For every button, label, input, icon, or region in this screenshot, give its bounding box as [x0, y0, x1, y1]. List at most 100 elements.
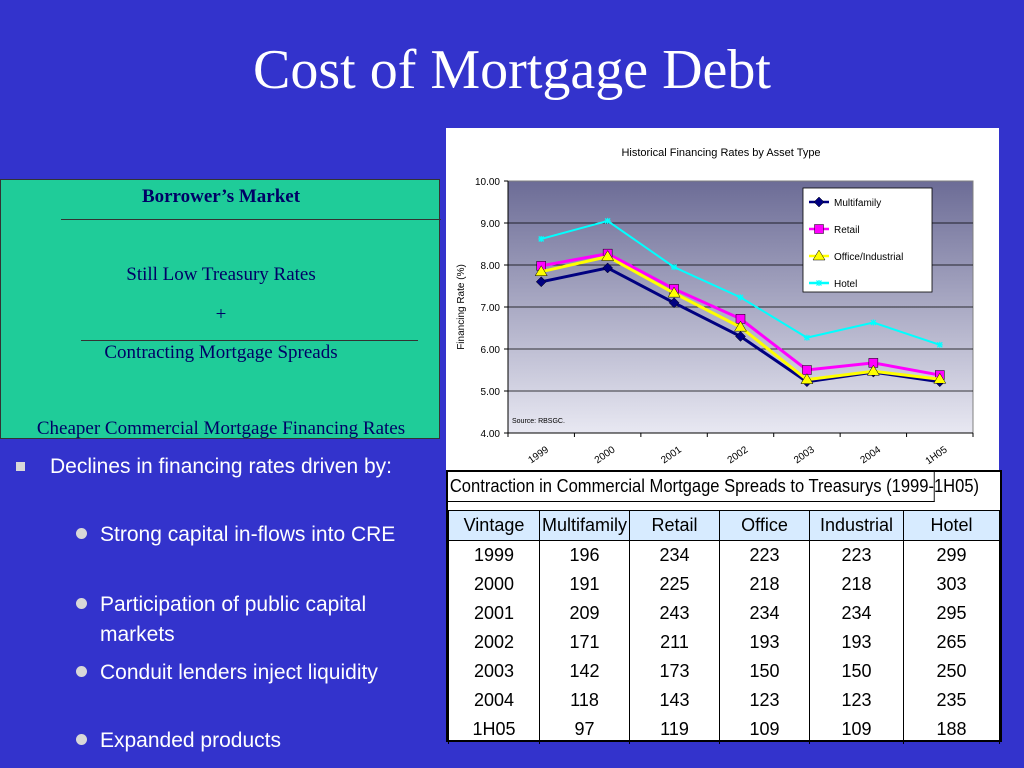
cell-vintage: 2004 — [448, 686, 540, 715]
cell-vintage: 2003 — [448, 657, 540, 686]
data-point-hotel — [538, 235, 545, 242]
table-row: 1H05 97 119 109 109 188 — [448, 715, 1000, 744]
sub-bullet-text: Strong capital in-flows into CRE — [100, 523, 396, 546]
cell-multifamily: 118 — [539, 686, 630, 715]
col-header-retail: Retail — [629, 510, 720, 541]
data-point-office-industrial — [933, 372, 947, 384]
financing-rates-chart: Historical Financing Rates by Asset Type… — [446, 128, 999, 470]
y-tick-label: 9.00 — [481, 219, 501, 230]
legend-marker-hotel — [816, 280, 822, 286]
data-point-retail — [802, 365, 812, 375]
y-tick-label: 4.00 — [481, 429, 501, 440]
callout-sum-rule — [81, 340, 418, 341]
spreads-table: Vintage Multifamily Retail Office Indust… — [448, 510, 1000, 744]
cell-multifamily: 97 — [539, 715, 630, 744]
legend-marker-multifamily — [813, 196, 825, 208]
x-tick-label: 2003 — [792, 444, 817, 466]
col-header-multifamily: Multifamily — [539, 510, 630, 541]
cell-office: 193 — [719, 628, 810, 657]
y-tick-label: 6.00 — [481, 345, 501, 356]
table-row: 2004 118 143 123 123 235 — [448, 686, 1000, 715]
y-axis-label: Financing Rate (%) — [456, 264, 467, 350]
square-bullet-icon — [16, 462, 25, 471]
cell-retail: 243 — [629, 599, 720, 628]
col-header-hotel: Hotel — [903, 510, 1000, 541]
cell-industrial: 193 — [809, 628, 904, 657]
table-header-row: Vintage Multifamily Retail Office Indust… — [448, 510, 1000, 541]
cell-office: 123 — [719, 686, 810, 715]
y-tick-label: 5.00 — [481, 387, 501, 398]
chart-svg: Historical Financing Rates by Asset Type… — [456, 147, 974, 467]
cell-retail: 173 — [629, 657, 720, 686]
legend-label-office-industrial: Office/Industrial — [834, 252, 903, 263]
table-row: 2003 142 173 150 150 250 — [448, 657, 1000, 686]
col-header-industrial: Industrial — [809, 510, 904, 541]
data-point-hotel — [671, 264, 678, 271]
data-point-hotel — [803, 334, 810, 341]
cell-hotel: 299 — [903, 540, 1000, 570]
col-header-office: Office — [719, 510, 810, 541]
data-point-office-industrial — [866, 364, 880, 376]
cell-multifamily: 196 — [539, 540, 630, 570]
cell-retail: 211 — [629, 628, 720, 657]
callout-line-treasury: Still Low Treasury Rates — [126, 264, 316, 285]
x-tick-label: 1999 — [526, 444, 551, 466]
cell-industrial: 223 — [809, 540, 904, 570]
cell-retail: 234 — [629, 540, 720, 570]
callout-line-spreads: Contracting Mortgage Spreads — [104, 342, 338, 363]
legend-label-hotel: Hotel — [834, 279, 857, 290]
cell-multifamily: 191 — [539, 570, 630, 599]
cell-office: 109 — [719, 715, 810, 744]
sub-bullet-text: Participation of public capital markets — [100, 593, 367, 646]
cell-hotel: 235 — [903, 686, 1000, 715]
cell-vintage: 2000 — [448, 570, 540, 599]
table-row: 1999 196 234 223 223 299 — [448, 540, 1000, 570]
data-point-office-industrial — [534, 265, 548, 276]
data-point-hotel — [936, 341, 943, 348]
cell-industrial: 123 — [809, 686, 904, 715]
round-bullet-icon — [76, 666, 87, 677]
round-bullet-icon — [76, 734, 87, 745]
data-point-office-industrial — [734, 320, 747, 332]
x-tick-label: 2004 — [859, 444, 884, 466]
table-row: 2000 191 225 218 218 303 — [448, 570, 1000, 599]
legend-marker-office-industrial — [812, 249, 826, 261]
spreads-table-panel: Contraction in Commercial Mortgage Sprea… — [446, 470, 1002, 744]
chart-source-note: Source: RBSGC. — [512, 418, 565, 425]
cell-office: 234 — [719, 599, 810, 628]
x-tick-label: 2001 — [659, 444, 684, 466]
callout-plus: + — [215, 304, 227, 325]
callout-header-rule — [61, 219, 441, 220]
data-point-hotel — [737, 294, 744, 301]
x-tick-label: 1H05 — [924, 444, 950, 467]
cell-vintage: 1H05 — [448, 715, 540, 744]
y-tick-label: 8.00 — [481, 261, 501, 272]
cell-vintage: 1999 — [448, 540, 540, 570]
data-point-office-industrial — [667, 286, 681, 298]
legend-label-retail: Retail — [834, 225, 860, 236]
data-point-multifamily — [602, 262, 613, 274]
callout-header: Borrower’s Market — [141, 186, 301, 207]
data-point-multifamily — [535, 276, 547, 288]
cell-hotel: 295 — [903, 599, 1000, 628]
x-tick-label: 2000 — [593, 444, 618, 466]
round-bullet-icon — [76, 598, 87, 609]
legend-marker-retail — [814, 224, 824, 234]
data-point-hotel — [870, 319, 877, 326]
chart-legend — [802, 187, 933, 293]
cell-industrial: 234 — [809, 599, 904, 628]
data-point-multifamily — [668, 297, 680, 309]
cell-hotel: 250 — [903, 657, 1000, 686]
cell-hotel: 303 — [903, 570, 1000, 599]
cell-industrial: 109 — [809, 715, 904, 744]
cell-industrial: 218 — [809, 570, 904, 599]
cell-office: 223 — [719, 540, 810, 570]
data-point-multifamily — [735, 331, 746, 342]
data-point-office-industrial — [601, 250, 615, 261]
cell-retail: 225 — [629, 570, 720, 599]
cell-retail: 143 — [629, 686, 720, 715]
cell-industrial: 150 — [809, 657, 904, 686]
y-tick-label: 10.00 — [475, 177, 500, 188]
cell-hotel: 265 — [903, 628, 1000, 657]
legend-label-multifamily: Multifamily — [834, 198, 881, 209]
